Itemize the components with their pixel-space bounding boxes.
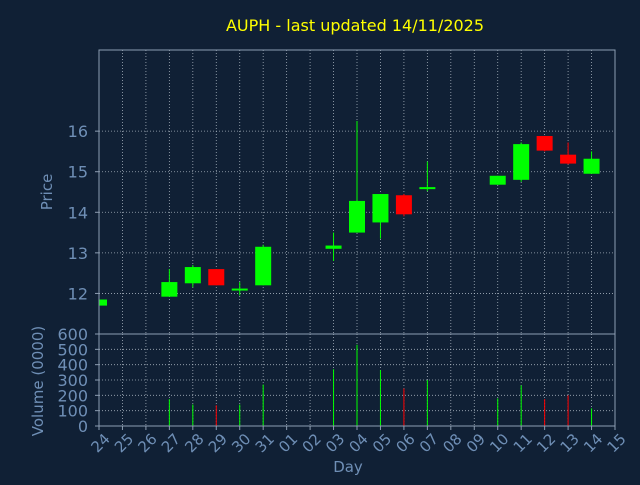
x-tick-label: 15 <box>604 430 630 456</box>
volume-axis-label: Volume (0000) <box>29 326 47 436</box>
x-tick-label: 13 <box>557 430 583 456</box>
volume-y-tick-label: 0 <box>78 417 88 436</box>
x-tick-label: 09 <box>463 430 489 456</box>
candle-body <box>489 175 506 185</box>
price-y-tick-label: 14 <box>68 203 88 222</box>
x-tick-label: 04 <box>346 430 372 456</box>
x-axis-label: Day <box>333 458 363 476</box>
candle-body <box>419 187 436 190</box>
x-tick-label: 10 <box>486 430 512 456</box>
x-tick-label: 30 <box>228 430 254 456</box>
candle-body <box>395 195 412 215</box>
x-tick-label: 29 <box>205 430 231 456</box>
candle-body <box>161 282 178 297</box>
candle-body <box>513 144 530 180</box>
candle-body <box>583 158 600 174</box>
x-tick-label: 03 <box>322 430 348 456</box>
chart-title: AUPH - last updated 14/11/2025 <box>226 16 484 35</box>
candle-body <box>99 299 107 306</box>
candle-body <box>349 200 365 233</box>
price-y-ticks: 12 13 14 15 16 <box>68 122 99 303</box>
candle-body <box>208 269 225 286</box>
price-y-tick-label: 15 <box>68 163 88 182</box>
x-tick-label: 24 <box>88 430 114 456</box>
x-tick-label: 01 <box>275 430 301 456</box>
volume-y-tick-label: 600 <box>57 325 88 344</box>
volume-y-tick-label: 500 <box>57 340 88 359</box>
candle-body <box>372 194 389 223</box>
candle-body <box>536 136 553 151</box>
x-tick-label: 14 <box>580 430 606 456</box>
x-tick-label: 31 <box>252 430 278 456</box>
price-y-tick-label: 13 <box>68 244 88 263</box>
price-y-tick-label: 12 <box>68 284 88 303</box>
x-ticks: 2425262728293031010203040506070809101112… <box>88 426 630 456</box>
x-tick-label: 02 <box>299 430 325 456</box>
candlestick-series <box>98 121 600 306</box>
volume-y-tick-label: 400 <box>57 356 88 375</box>
candle-body <box>255 246 272 286</box>
candle-body <box>560 154 577 164</box>
price-y-tick-label: 16 <box>68 122 88 141</box>
candle-body <box>231 288 248 291</box>
volume-y-tick-label: 300 <box>57 371 88 390</box>
volume-series <box>98 344 593 426</box>
x-tick-label: 08 <box>439 430 465 456</box>
volume-y-tick-label: 200 <box>57 386 88 405</box>
candle-body <box>184 267 201 284</box>
x-tick-label: 05 <box>369 430 395 456</box>
x-tick-label: 12 <box>533 430 559 456</box>
candle-body <box>325 245 342 249</box>
x-tick-label: 28 <box>181 430 207 456</box>
x-tick-label: 26 <box>134 430 160 456</box>
x-tick-label: 27 <box>158 430 184 456</box>
x-tick-label: 06 <box>392 430 418 456</box>
x-tick-label: 25 <box>111 430 137 456</box>
volume-y-tick-label: 100 <box>57 402 88 421</box>
x-tick-label: 11 <box>510 430 536 456</box>
x-tick-label: 07 <box>416 430 442 456</box>
price-axis-label: Price <box>38 174 56 211</box>
